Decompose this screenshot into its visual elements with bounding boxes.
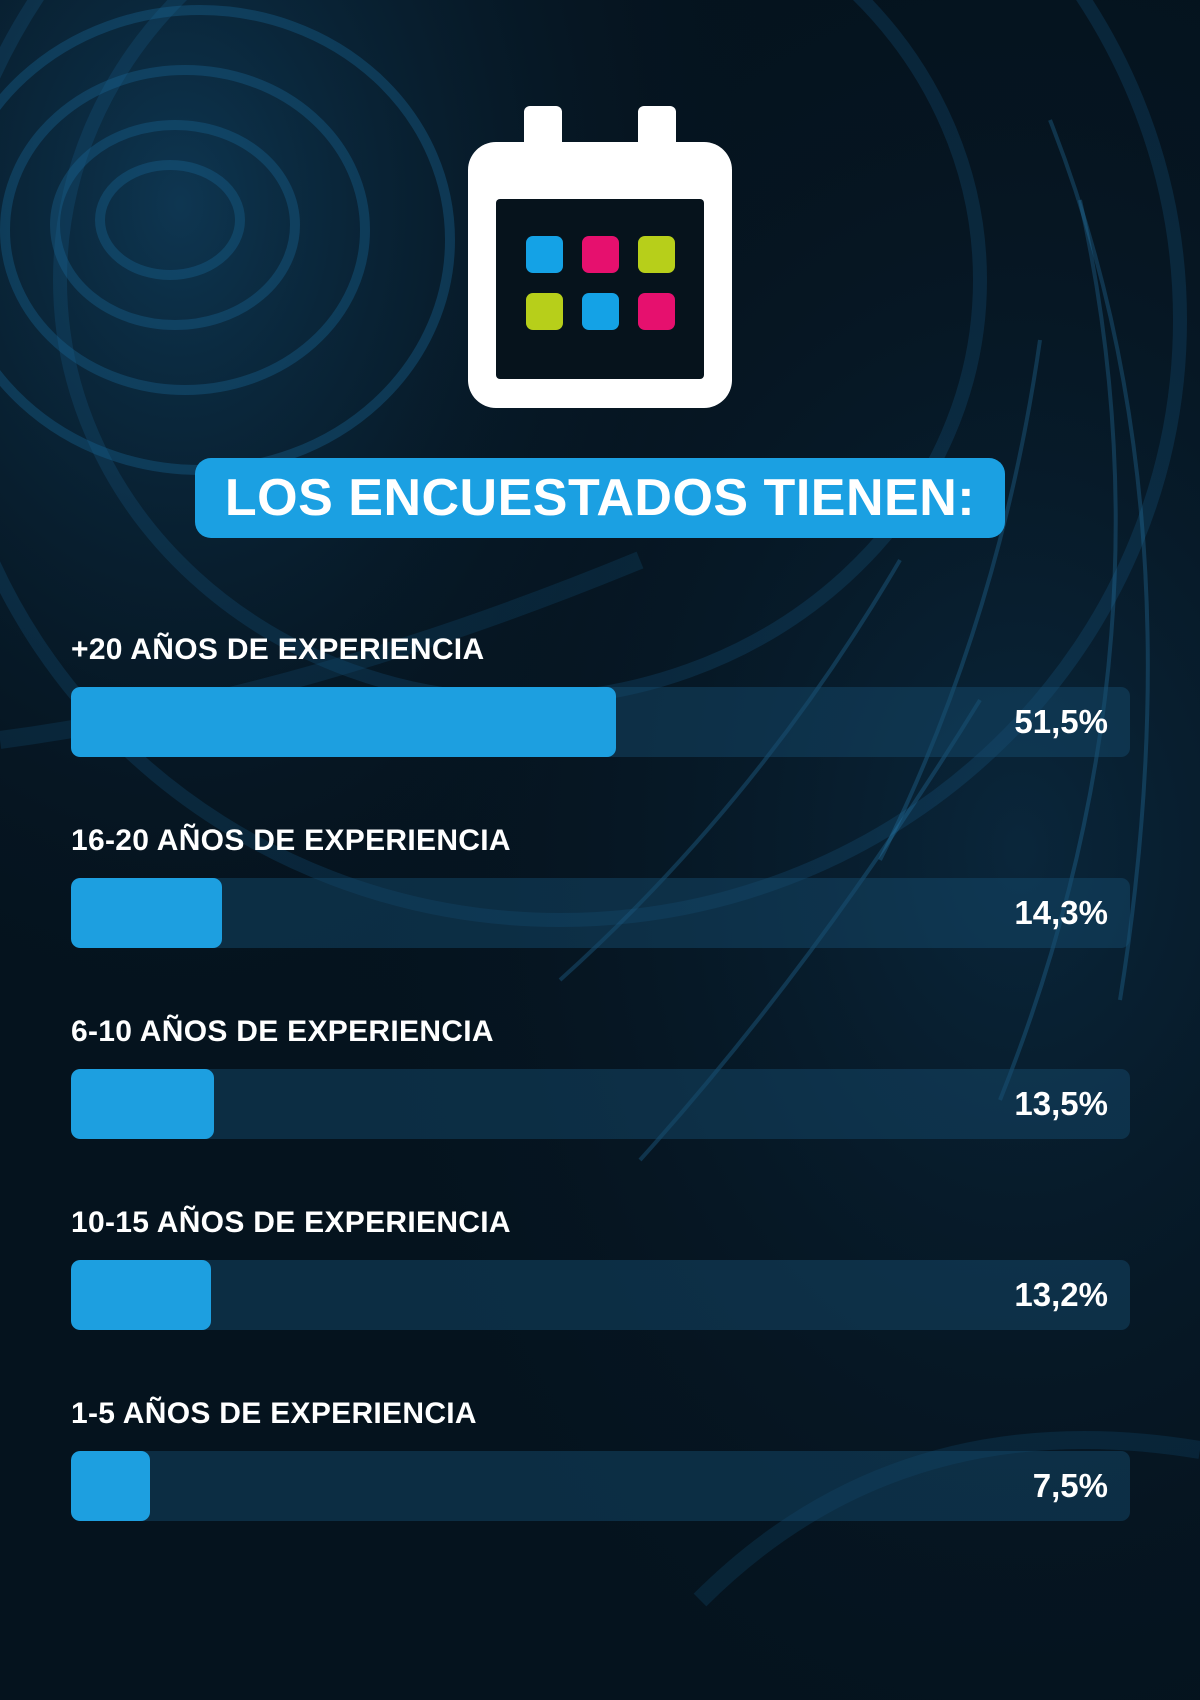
bar-value-label: 13,5%: [1014, 1085, 1108, 1122]
bar-row: +20 AÑOS DE EXPERIENCIA 51,5%: [71, 630, 1130, 790]
chart-title: LOS ENCUESTADOS TIENEN:: [224, 469, 976, 527]
bar-value-label: 51,5%: [1014, 703, 1108, 740]
bar-track: 14,3%: [71, 878, 1130, 948]
bar-fill: [71, 1451, 151, 1521]
bar-value-label: 13,2%: [1014, 1276, 1108, 1313]
bar-label: 1-5 AÑOS DE EXPERIENCIA: [71, 1397, 477, 1430]
calendar-cell-4: [526, 293, 563, 330]
bar-track: 7,5%: [71, 1451, 1130, 1521]
bar-value-label: 7,5%: [1032, 1467, 1108, 1504]
bar-fill: [71, 1069, 214, 1139]
title-banner: LOS ENCUESTADOS TIENEN:: [195, 458, 1005, 538]
bar-fill: [71, 687, 617, 757]
bar-track: 13,2%: [71, 1260, 1130, 1330]
bar-fill: [71, 878, 223, 948]
bar-row: 6-10 AÑOS DE EXPERIENCIA 13,5%: [71, 1012, 1130, 1172]
bar-label: 16-20 AÑOS DE EXPERIENCIA: [71, 824, 511, 857]
bar-track: 13,5%: [71, 1069, 1130, 1139]
calendar-cell-1: [526, 236, 563, 273]
bar-value-label: 14,3%: [1014, 894, 1108, 931]
bar-label: +20 AÑOS DE EXPERIENCIA: [71, 633, 485, 666]
calendar-icon: [468, 106, 732, 408]
bar-track: 51,5%: [71, 687, 1130, 757]
bar-row: 10-15 AÑOS DE EXPERIENCIA 13,2%: [71, 1203, 1130, 1363]
bar-label: 10-15 AÑOS DE EXPERIENCIA: [71, 1206, 511, 1239]
bar-row: 16-20 AÑOS DE EXPERIENCIA 14,3%: [71, 821, 1130, 981]
bar-label: 6-10 AÑOS DE EXPERIENCIA: [71, 1015, 494, 1048]
calendar-cell-5: [582, 293, 619, 330]
calendar-cell-3: [638, 236, 675, 273]
bar-fill: [71, 1260, 211, 1330]
calendar-cell-6: [638, 293, 675, 330]
calendar-face: [496, 199, 704, 379]
calendar-cell-2: [582, 236, 619, 273]
bar-row: 1-5 AÑOS DE EXPERIENCIA 7,5%: [71, 1394, 1130, 1554]
